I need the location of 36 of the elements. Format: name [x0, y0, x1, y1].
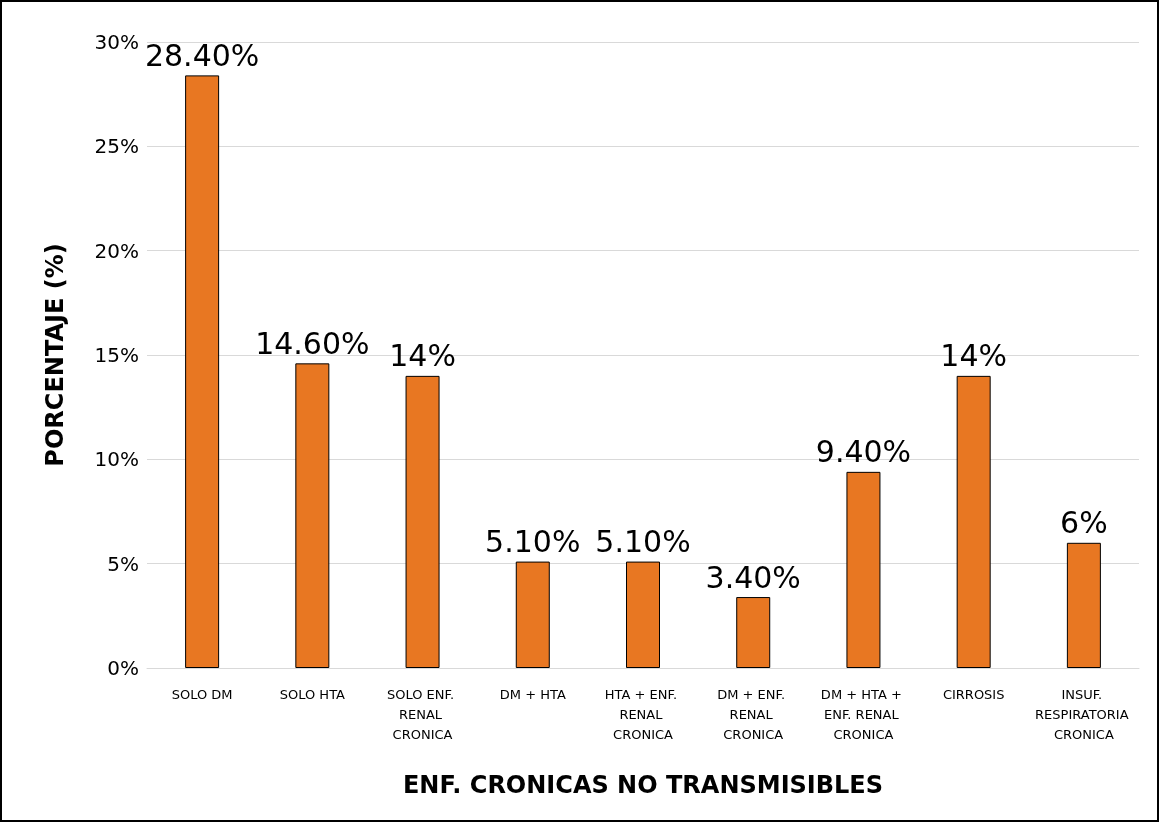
data-label: 5.10% — [595, 524, 691, 560]
y-tick-label: 5% — [107, 551, 139, 576]
data-label: 14% — [940, 338, 1008, 374]
y-axis-title: PORCENTAJE (%) — [41, 243, 69, 467]
x-tick-label: DM + HTA — [499, 686, 566, 702]
bar — [1066, 542, 1101, 668]
x-tick-label: SOLO ENF. RENAL CRONICA — [386, 686, 459, 742]
x-tick-label: CIRROSIS — [942, 686, 1005, 702]
y-tick-label: 15% — [94, 343, 139, 367]
y-tick-label: 30% — [94, 30, 139, 54]
data-label: 14.60% — [255, 325, 370, 361]
x-tick-label: SOLO DM — [171, 686, 233, 702]
x-tick-label: DM + ENF. RENAL CRONICA — [717, 686, 790, 742]
bar — [405, 375, 440, 668]
data-label: 9.40% — [815, 434, 912, 470]
x-tick-label: SOLO HTA — [279, 686, 346, 702]
bar — [185, 75, 220, 668]
data-label: 3.40% — [705, 559, 801, 595]
x-axis-title: ENF. CRONICAS NO TRANSMISIBLES — [402, 771, 884, 799]
y-tick-label: 10% — [94, 447, 139, 472]
x-tick-label: HTA + ENF. RENAL CRONICA — [604, 686, 682, 742]
bar — [295, 363, 330, 668]
bar — [956, 375, 991, 668]
y-tick-label: 0% — [107, 656, 139, 680]
data-label: 14% — [389, 338, 456, 374]
data-label: 5.10% — [485, 524, 581, 560]
bar — [846, 471, 881, 668]
data-label: 28.40% — [144, 37, 260, 73]
data-label: 6% — [1060, 505, 1108, 541]
bar — [515, 561, 550, 668]
x-tick-label: INSUF. RESPIRATORIA CRONICA — [1035, 686, 1133, 742]
bar — [736, 597, 771, 668]
bar — [626, 561, 660, 668]
x-tick-label: DM + HTA + ENF. RENAL CRONICA — [820, 686, 907, 742]
y-tick-label: 20% — [94, 238, 139, 263]
y-tick-label: 25% — [94, 134, 139, 159]
